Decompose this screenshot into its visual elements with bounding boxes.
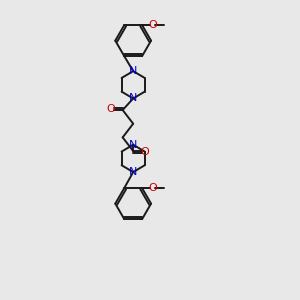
Text: O: O xyxy=(107,104,116,114)
Text: N: N xyxy=(129,66,137,76)
Text: N: N xyxy=(129,167,137,177)
Text: N: N xyxy=(129,94,137,103)
Text: N: N xyxy=(129,140,137,150)
Text: O: O xyxy=(140,147,149,157)
Text: O: O xyxy=(148,20,157,30)
Text: O: O xyxy=(148,183,157,193)
